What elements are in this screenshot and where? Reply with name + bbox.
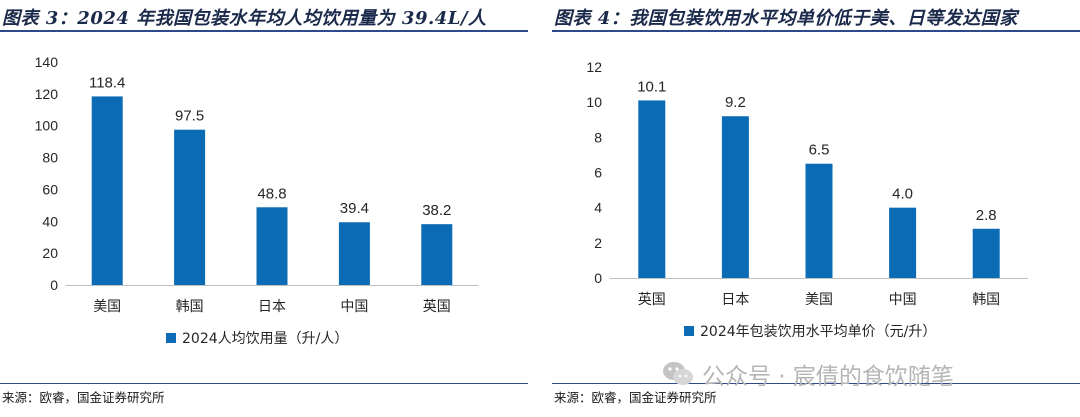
data-label: 10.1: [637, 78, 666, 95]
left-title-rule: [0, 30, 528, 32]
y-tick-label: 100: [35, 118, 59, 134]
per-capita-consumption-chart: 0 20 40 60 80 100 120 140 118.4 美国 97.5 韩国 48.8 日本 39.…: [35, 54, 478, 347]
right-source-rule: [552, 383, 1080, 384]
bar: [338, 222, 370, 285]
data-label: 2.8: [976, 207, 997, 224]
left-figure-title: 图表 3：2024 年我国包装水年均人均饮用量为 39.4L/人: [2, 8, 487, 29]
right-figure-panel: 图表 4：我国包装饮用水平均单价低于美、日等发达国家 0 2 4 6 8 10 12 10.1…: [552, 0, 1080, 417]
left-source-note: 来源：欧睿，国金证券研究所: [2, 390, 165, 405]
right-figure-title: 图表 4：我国包装饮用水平均单价低于美、日等发达国家: [554, 8, 1018, 29]
x-tick-label: 日本: [721, 292, 749, 308]
y-tick-label: 0: [594, 270, 602, 286]
right-source-note: 来源：欧睿，国金证券研究所: [554, 390, 717, 405]
left-figure-panel: 图表 3：2024 年我国包装水年均人均饮用量为 39.4L/人 0 20 40 60…: [0, 0, 528, 417]
y-tick-label: 140: [35, 54, 59, 70]
y-tick-label: 80: [42, 150, 58, 166]
legend-label: 2024人均饮用量（升/人）: [182, 331, 348, 347]
bar: [638, 100, 666, 279]
x-tick-label: 韩国: [176, 299, 204, 315]
x-tick-label: 日本: [258, 299, 286, 315]
data-label: 118.4: [89, 74, 125, 91]
data-label: 9.2: [725, 94, 746, 111]
y-tick-label: 20: [42, 245, 58, 261]
data-label: 39.4: [340, 200, 369, 217]
bar: [805, 163, 833, 278]
y-tick-label: 4: [594, 200, 602, 216]
x-tick-label: 中国: [340, 299, 368, 315]
x-tick-label: 美国: [93, 299, 121, 315]
data-label: 48.8: [257, 185, 286, 202]
bar: [256, 207, 288, 285]
y-tick-label: 40: [42, 213, 58, 229]
y-tick-label: 12: [586, 59, 602, 75]
y-tick-label: 2: [594, 235, 602, 251]
data-label: 38.2: [422, 202, 451, 219]
y-tick-label: 120: [35, 86, 59, 102]
bar: [889, 207, 917, 278]
x-tick-label: 美国: [805, 292, 833, 308]
legend-swatch: [684, 326, 694, 336]
bar: [174, 129, 206, 285]
right-title-rule: [552, 30, 1080, 32]
data-label: 97.5: [175, 108, 204, 125]
bar: [721, 116, 749, 278]
wechat-icon: [663, 362, 693, 385]
y-tick-label: 8: [594, 129, 602, 145]
average-price-chart: 0 2 4 6 8 10 12 10.1 英国 9.2 日本 6.5 美国 4.0 中国 2.8 韩国 2024年…: [586, 59, 1028, 340]
bar: [91, 96, 123, 285]
x-tick-label: 英国: [423, 298, 451, 315]
legend-swatch: [166, 333, 176, 343]
y-tick-label: 0: [50, 277, 58, 293]
y-tick-label: 6: [594, 165, 602, 181]
bar: [972, 228, 1000, 278]
x-tick-label: 中国: [889, 292, 917, 308]
bar: [421, 224, 453, 285]
data-label: 6.5: [809, 142, 830, 159]
x-tick-label: 韩国: [972, 292, 1000, 308]
left-source-rule: [0, 383, 528, 384]
wechat-watermark: 公众号 · 宸倩的食饮随笔: [662, 356, 1062, 392]
x-tick-label: 英国: [638, 291, 666, 308]
y-tick-label: 60: [42, 181, 58, 197]
watermark-text: 公众号 · 宸倩的食饮随笔: [702, 364, 954, 390]
y-tick-label: 10: [586, 94, 602, 110]
legend-label: 2024年包装饮用水平均单价（元/升）: [700, 324, 936, 340]
data-label: 4.0: [892, 186, 913, 203]
